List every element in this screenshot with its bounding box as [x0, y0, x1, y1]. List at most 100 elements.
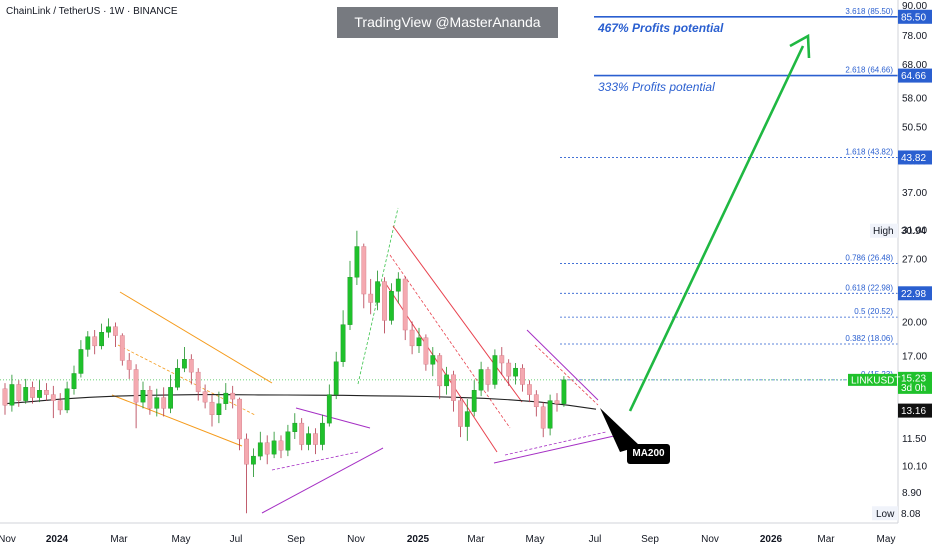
candle-down [237, 398, 242, 440]
candle-up [354, 246, 360, 278]
projection-arrow-head [789, 33, 811, 59]
countdown-label: 3d 0h [901, 383, 926, 394]
time-tick-label: May [877, 534, 896, 545]
candle-down [202, 391, 208, 403]
symbol-tag-bg [848, 373, 897, 386]
price-axis[interactable]: 90.0078.0068.0058.0050.5043.0037.0031.00… [848, 0, 932, 523]
time-tick-label: Nov [347, 534, 365, 545]
ma200-pointer [600, 408, 640, 452]
candle-up [416, 337, 422, 347]
candle-down [368, 293, 374, 303]
fib-level-label: 0.618 (22.98) [845, 283, 893, 292]
candle-down [119, 335, 125, 361]
orange-channel-upper [119, 291, 273, 384]
candle-down [361, 246, 367, 295]
time-tick-label: Sep [641, 534, 659, 545]
candle-up [340, 324, 346, 362]
candle-up [223, 392, 229, 404]
time-tick-label: May [172, 534, 191, 545]
candle-down [423, 337, 429, 365]
candle-down [520, 367, 525, 385]
candle-up [99, 332, 105, 347]
candle-up [85, 336, 91, 350]
time-axis[interactable]: Nov 2024 Mar May Jul Sep Nov 2025 Mar May Jul Sep No… [0, 522, 898, 545]
purple-triangle-mid [271, 451, 359, 471]
candle-up [395, 278, 401, 292]
candle-down [382, 281, 387, 321]
candle-up [561, 379, 567, 404]
time-tick-label: 2024 [46, 534, 69, 545]
candle-up [71, 373, 77, 389]
candle-up [175, 367, 180, 388]
price-tick-label: 27.00 [902, 254, 927, 265]
fibonacci-levels: 3.618 (85.50) 2.618 (64.66) 1.618 (43.82) 0… [0, 7, 898, 381]
time-tick-label: May [526, 534, 545, 545]
candle-down [50, 394, 56, 401]
fib-level-label: 0.382 (18.06) [845, 334, 893, 343]
candle-up [333, 361, 339, 395]
candle-up [285, 431, 291, 451]
purple-wedge-upper [526, 329, 599, 401]
current-price-tag-bg [898, 371, 932, 384]
candle-down [133, 369, 139, 403]
low-value: 8.08 [901, 509, 921, 520]
candle-up [78, 349, 84, 374]
chart-title: ChainLink / TetherUS · 1W · BINANCE [6, 6, 178, 17]
candle-down [16, 384, 22, 401]
candle-up [320, 422, 325, 445]
candle-down [188, 359, 194, 373]
fib-price-tag: 85.50 [901, 12, 926, 23]
candle-up [37, 390, 42, 398]
price-tick-label: 58.00 [902, 93, 927, 104]
fib-level-label: 2.618 (64.66) [845, 66, 893, 75]
candle-down [409, 329, 415, 347]
projection-arrow-shaft [628, 45, 805, 412]
candle-down [195, 371, 201, 392]
candle-up [216, 403, 222, 416]
ma200-price-tag: 13.16 [901, 406, 926, 417]
low-label: Low [876, 509, 895, 520]
candle-down [299, 422, 305, 445]
red-wedge-dashed [534, 344, 599, 406]
high-label-bg [870, 223, 898, 238]
candle-up [492, 355, 498, 385]
candle-down [57, 400, 63, 411]
candle-up [547, 400, 553, 429]
candle-up [444, 374, 449, 387]
candle-up [292, 422, 298, 432]
candle-up [154, 397, 160, 409]
candle-down [437, 355, 443, 387]
fib-price-tag: 64.66 [901, 71, 926, 82]
orange-channel-lower [111, 394, 243, 447]
price-tick-label: 8.90 [902, 488, 922, 499]
fib-level-label: 1.618 (43.82) [845, 147, 893, 156]
candle-down [554, 400, 560, 404]
candle-down [402, 278, 408, 331]
candle-down [230, 392, 236, 400]
price-tick-label: 31.00 [902, 225, 927, 236]
candle-up [375, 281, 380, 303]
orange-channel-mid [117, 344, 256, 416]
candle-down [112, 326, 118, 336]
candle-down [30, 387, 35, 398]
fib-price-tag: 22.98 [901, 289, 926, 300]
candle-down [485, 369, 491, 385]
time-tick-label: Sep [287, 534, 305, 545]
time-tick-label: 2026 [760, 534, 783, 545]
candle-down [92, 336, 98, 347]
price-tick-label: 11.50 [902, 434, 927, 445]
candle-up [257, 442, 263, 457]
candle-up [140, 390, 146, 403]
fib-price-tag-bg [898, 9, 932, 24]
candle-up [250, 455, 256, 465]
purple-triangle-upper [295, 407, 371, 429]
price-tick-label: 50.50 [902, 123, 927, 134]
candle-up [478, 369, 484, 391]
time-tick-label: Jul [230, 534, 243, 545]
price-tick-label: 10.10 [902, 461, 927, 472]
candle-up [9, 384, 15, 406]
fib-level-label: 0.5 (20.52) [854, 307, 893, 316]
price-tick-label: 78.00 [902, 31, 927, 42]
countdown-bg [898, 382, 932, 394]
